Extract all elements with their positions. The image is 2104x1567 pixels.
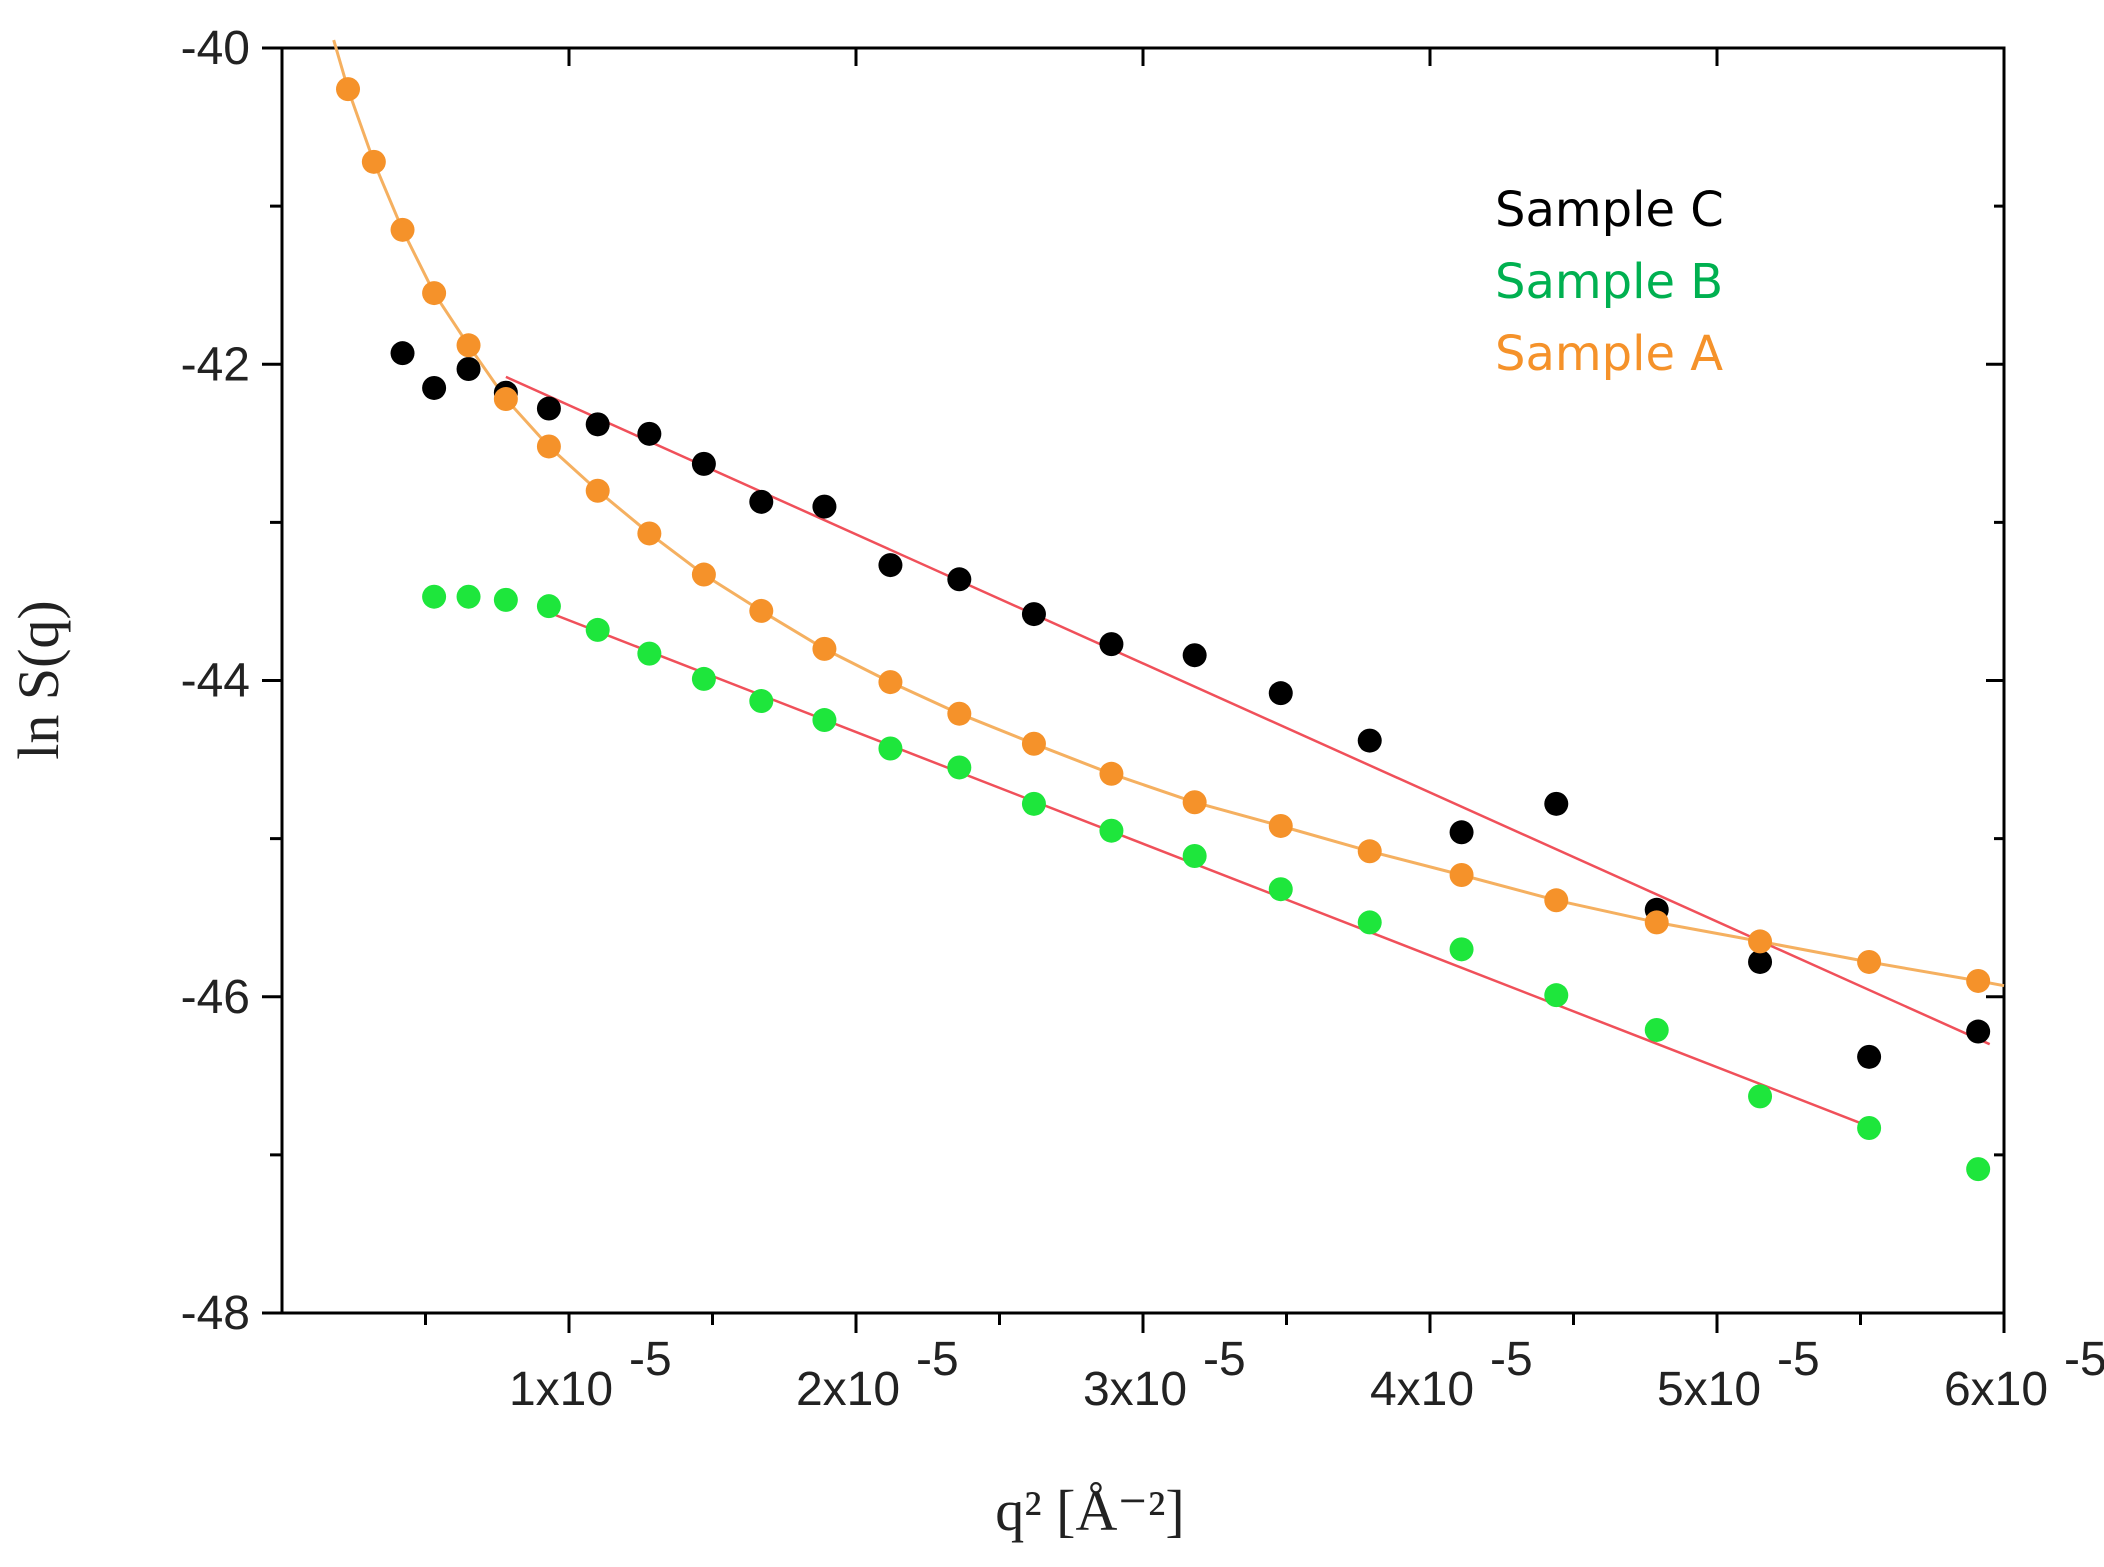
- data-point: [1021, 791, 1046, 816]
- data-point: [1644, 1017, 1669, 1042]
- data-point: [1966, 1019, 1991, 1044]
- y-tick-label: -44: [181, 655, 250, 708]
- data-points: [336, 77, 1991, 1182]
- data-point: [1644, 910, 1669, 935]
- data-point: [637, 641, 662, 666]
- x-tick-label-exponent: -5: [916, 1333, 959, 1386]
- data-point: [1966, 1157, 1991, 1182]
- x-axis-label: q² [Å⁻²]: [995, 1478, 1184, 1543]
- data-point: [1748, 1084, 1773, 1109]
- data-point: [422, 375, 447, 400]
- x-tick-label: 1x10: [509, 1363, 613, 1416]
- y-tick-label: -42: [181, 338, 250, 391]
- data-point: [1544, 983, 1569, 1008]
- data-point: [336, 77, 361, 102]
- data-point: [947, 755, 972, 780]
- data-point: [1357, 839, 1382, 864]
- data-point: [947, 567, 972, 592]
- data-point: [456, 333, 481, 358]
- data-point: [585, 412, 610, 437]
- legend: Sample C Sample B Sample A: [1495, 182, 1724, 382]
- data-point: [1099, 632, 1124, 657]
- data-point: [878, 553, 903, 578]
- data-point: [1268, 813, 1293, 838]
- data-point: [637, 421, 662, 446]
- data-point: [812, 708, 837, 733]
- axis-ticks: [262, 46, 2006, 1333]
- data-point: [1966, 968, 1991, 993]
- x-tick-label: 2x10: [796, 1363, 900, 1416]
- data-point: [390, 217, 415, 242]
- legend-entry-sample-a: Sample A: [1495, 326, 1723, 382]
- data-point: [1182, 790, 1207, 815]
- data-point: [749, 489, 774, 514]
- data-point: [1449, 937, 1474, 962]
- data-point: [456, 356, 481, 381]
- data-point: [1449, 862, 1474, 887]
- data-point: [749, 689, 774, 714]
- data-point: [1357, 910, 1382, 935]
- y-tick-label: -48: [181, 1287, 250, 1340]
- y-tick-label: -40: [181, 22, 250, 75]
- data-point: [536, 396, 561, 421]
- x-tick-label: 4x10: [1370, 1363, 1474, 1416]
- data-point: [536, 594, 561, 619]
- data-point: [637, 521, 662, 546]
- data-point: [812, 494, 837, 519]
- data-point: [493, 587, 518, 612]
- data-point: [422, 584, 447, 609]
- x-tick-label-exponent: -5: [1777, 1333, 1820, 1386]
- x-tick-label: 3x10: [1083, 1363, 1187, 1416]
- data-point: [585, 478, 610, 503]
- data-point: [536, 434, 561, 459]
- data-point: [1182, 844, 1207, 869]
- data-point: [878, 670, 903, 695]
- data-point: [1748, 949, 1773, 974]
- data-point: [749, 598, 774, 623]
- data-point: [1449, 820, 1474, 845]
- data-point: [493, 387, 518, 412]
- x-tick-label-exponent: -5: [629, 1333, 672, 1386]
- data-point: [1268, 877, 1293, 902]
- data-point: [1182, 643, 1207, 668]
- data-point: [361, 149, 386, 174]
- data-point: [1544, 888, 1569, 913]
- data-point: [1748, 929, 1773, 954]
- data-point: [878, 736, 903, 761]
- x-tick-label-exponent: -5: [1490, 1333, 1533, 1386]
- data-point: [691, 451, 716, 476]
- x-tick-label-exponent: -5: [1203, 1333, 1246, 1386]
- data-point: [1099, 818, 1124, 843]
- data-point: [812, 636, 837, 661]
- data-point: [1357, 728, 1382, 753]
- data-point: [1857, 1044, 1882, 1069]
- data-point: [691, 666, 716, 691]
- data-point: [1021, 602, 1046, 627]
- x-tick-labels: 1x10 -5 2x10 -5 3x10 -5 4x10 -5 5x10 -5 6x10 -5: [509, 1333, 2104, 1416]
- plot-area: [280, 46, 2006, 1315]
- data-point: [1544, 791, 1569, 816]
- data-point: [585, 617, 610, 642]
- fit-line: [505, 375, 1991, 1046]
- x-tick-label-exponent: -5: [2064, 1333, 2104, 1386]
- data-point: [1857, 1115, 1882, 1140]
- data-point: [1021, 731, 1046, 756]
- y-tick-label: -46: [181, 971, 250, 1024]
- x-tick-label: 5x10: [1657, 1363, 1761, 1416]
- x-tick-label: 6x10: [1944, 1363, 2048, 1416]
- y-tick-labels: -40 -42 -44 -46 -48: [181, 22, 250, 1340]
- data-point: [456, 584, 481, 609]
- data-point: [1268, 681, 1293, 706]
- legend-entry-sample-c: Sample C: [1495, 182, 1724, 238]
- data-point: [1857, 949, 1882, 974]
- data-point: [691, 562, 716, 587]
- legend-entry-sample-b: Sample B: [1495, 254, 1723, 310]
- data-point: [947, 701, 972, 726]
- y-axis-label: ln S(q): [6, 600, 71, 760]
- data-point: [1099, 761, 1124, 786]
- data-point: [422, 281, 447, 306]
- data-point: [390, 341, 415, 366]
